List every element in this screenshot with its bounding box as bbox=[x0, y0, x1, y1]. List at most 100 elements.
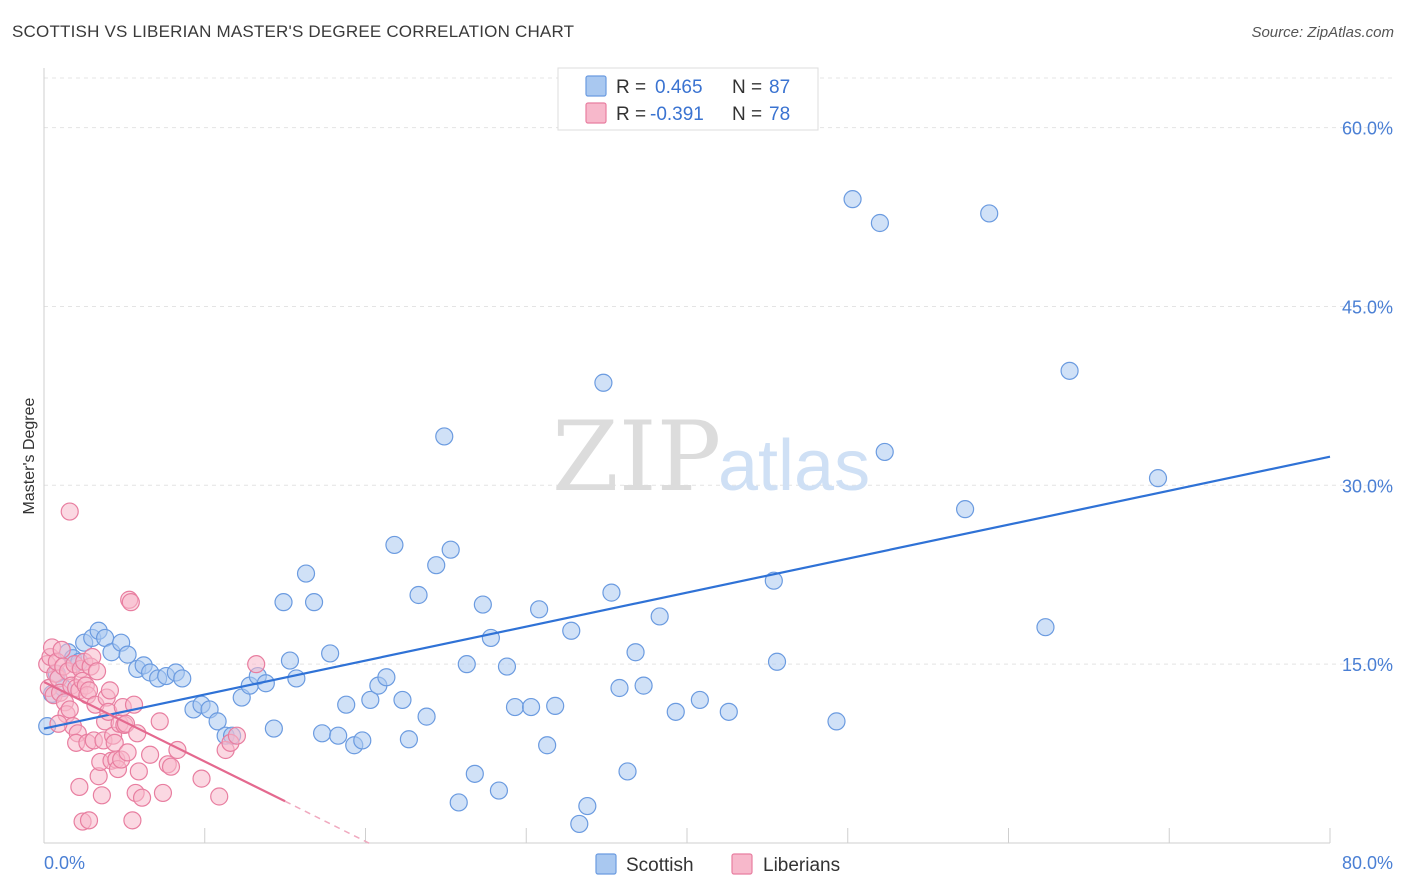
liberian-point bbox=[118, 743, 137, 762]
scottish-point bbox=[955, 500, 975, 519]
watermark-atlas: atlas bbox=[718, 426, 870, 506]
bottom-legend-swatch-liberians bbox=[731, 853, 753, 875]
scottish-point bbox=[208, 712, 227, 731]
legend-swatch-scottish bbox=[585, 75, 607, 97]
scottish-point bbox=[417, 707, 436, 726]
liberian-point bbox=[79, 811, 99, 830]
scottish-point bbox=[634, 676, 653, 695]
scottish-point bbox=[393, 690, 412, 710]
scottish-point bbox=[827, 712, 846, 731]
scottish-point bbox=[610, 678, 629, 698]
scottish-point bbox=[875, 442, 894, 462]
scottish-point bbox=[321, 644, 340, 663]
y-axis-label: Master's Degree bbox=[21, 397, 38, 514]
liberian-point bbox=[121, 593, 140, 612]
liberian-point bbox=[100, 681, 120, 700]
legend-r-value-liberians: -0.391 bbox=[650, 104, 704, 125]
scottish-point bbox=[764, 571, 783, 590]
scottish-point bbox=[602, 583, 621, 602]
legend-swatch-liberians bbox=[585, 102, 607, 124]
liberian-point bbox=[247, 655, 266, 674]
scottish-point bbox=[562, 621, 581, 640]
scottish-point bbox=[505, 697, 525, 717]
scottish-point bbox=[650, 607, 669, 626]
scottish-point bbox=[538, 736, 557, 755]
scottish-point bbox=[304, 593, 324, 612]
scottish-point bbox=[690, 690, 709, 710]
scottish-point bbox=[280, 651, 300, 670]
liberian-trend-line bbox=[43, 681, 286, 803]
liberian-point bbox=[52, 640, 71, 659]
scottish-point bbox=[980, 204, 999, 223]
liberian-point bbox=[87, 662, 107, 681]
liberian-point bbox=[161, 757, 181, 776]
scottish-point bbox=[312, 724, 332, 743]
liberian-point bbox=[132, 788, 152, 807]
scottish-point bbox=[296, 564, 316, 583]
liberian-point bbox=[60, 700, 79, 719]
x-tick-label-max: 80.0% bbox=[1342, 853, 1393, 873]
scottish-point bbox=[1036, 618, 1055, 637]
liberian-point bbox=[210, 787, 229, 806]
scottish-point bbox=[530, 600, 549, 619]
scottish-point bbox=[361, 690, 380, 710]
liberian-point bbox=[150, 712, 169, 731]
scottish-point bbox=[465, 764, 484, 783]
bottom-legend-label-scottish: Scottish bbox=[626, 855, 694, 876]
scottish-point bbox=[377, 668, 396, 687]
scottish-point bbox=[521, 697, 541, 717]
scottish-point bbox=[399, 730, 419, 749]
scottish-point bbox=[385, 535, 404, 555]
scottish-point bbox=[435, 427, 454, 446]
liberian-point bbox=[123, 811, 142, 830]
liberian-point bbox=[192, 769, 211, 788]
legend-n-label-scottish: N = bbox=[732, 77, 762, 98]
scottish-point bbox=[473, 595, 492, 614]
scottish-point bbox=[870, 213, 890, 233]
liberian-trend-extension bbox=[284, 800, 374, 847]
scottish-point bbox=[666, 702, 685, 721]
scottish-point bbox=[118, 645, 137, 664]
scottish-point bbox=[337, 695, 356, 714]
source-note: Source: ZipAtlas.com bbox=[1251, 24, 1394, 41]
scottish-point bbox=[427, 556, 446, 575]
bottom-legend-swatch-scottish bbox=[595, 853, 617, 875]
liberian-point bbox=[140, 745, 160, 764]
scottish-point bbox=[489, 781, 509, 800]
scottish-point bbox=[767, 652, 787, 671]
scottish-point bbox=[264, 719, 283, 738]
liberian-point bbox=[153, 783, 173, 803]
scottish-point bbox=[546, 696, 565, 715]
scottish-point bbox=[1148, 469, 1168, 488]
liberian-point bbox=[60, 502, 79, 521]
y-tick-labels: 15.0% 30.0% 45.0% 60.0% bbox=[1342, 119, 1393, 676]
scottish-point bbox=[626, 643, 645, 662]
scottish-point bbox=[719, 702, 738, 721]
y-tick-label: 30.0% bbox=[1342, 476, 1393, 496]
scottish-point bbox=[409, 585, 428, 605]
legend-r-label-scottish: R = bbox=[616, 77, 646, 98]
legend-n-value-scottish: 87 bbox=[769, 77, 790, 98]
y-tick-label: 60.0% bbox=[1342, 119, 1393, 139]
bottom-legend-label-liberians: Liberians bbox=[763, 855, 840, 876]
x-tick-label-min: 0.0% bbox=[44, 853, 85, 873]
scottish-point bbox=[578, 796, 597, 816]
scottish-point bbox=[843, 190, 862, 209]
scottish-point bbox=[274, 593, 293, 612]
legend-r-value-scottish: 0.465 bbox=[655, 77, 703, 98]
liberian-point bbox=[129, 762, 148, 781]
x-ticks bbox=[43, 828, 1331, 843]
liberian-point bbox=[70, 777, 89, 797]
correlation-legend: R = 0.465 N = 87 R = -0.391 N = 78 bbox=[557, 67, 819, 131]
chart-title: SCOTTISH VS LIBERIAN MASTER'S DEGREE COR… bbox=[12, 22, 575, 41]
watermark-zip: ZIP bbox=[552, 401, 721, 513]
scottish-point bbox=[287, 669, 306, 688]
scottish-point bbox=[329, 726, 348, 745]
scottish-point bbox=[497, 657, 517, 676]
scottish-point bbox=[570, 814, 589, 834]
y-tick-label: 45.0% bbox=[1342, 297, 1393, 317]
liberian-point bbox=[92, 786, 111, 805]
trend-lines bbox=[43, 455, 1331, 847]
series-legend: Scottish Liberians bbox=[595, 853, 840, 876]
